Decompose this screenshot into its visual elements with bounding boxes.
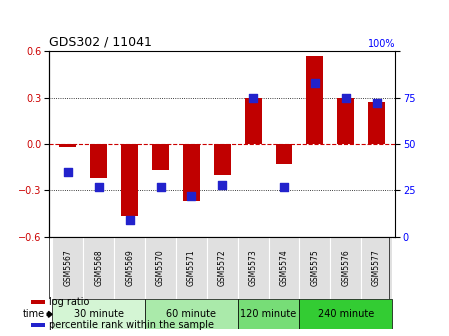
Bar	[183, 144, 200, 201]
FancyBboxPatch shape	[238, 299, 299, 329]
Text: GSM5570: GSM5570	[156, 250, 165, 286]
Text: 120 minute: 120 minute	[240, 309, 297, 319]
Text: GSM5571: GSM5571	[187, 250, 196, 286]
Bar	[59, 144, 76, 147]
Point	[342, 95, 349, 100]
Text: 100%: 100%	[368, 39, 395, 49]
Point	[95, 184, 102, 189]
FancyBboxPatch shape	[299, 237, 330, 299]
FancyBboxPatch shape	[361, 237, 392, 299]
Text: percentile rank within the sample: percentile rank within the sample	[49, 320, 214, 330]
Text: GSM5575: GSM5575	[310, 250, 319, 286]
Point	[188, 193, 195, 199]
Text: GSM5568: GSM5568	[94, 250, 103, 286]
Point	[280, 184, 287, 189]
Text: 60 minute: 60 minute	[167, 309, 216, 319]
Text: time: time	[23, 309, 45, 319]
Text: 240 minute: 240 minute	[317, 309, 374, 319]
FancyBboxPatch shape	[145, 299, 238, 329]
Bar	[276, 144, 292, 164]
FancyBboxPatch shape	[207, 237, 238, 299]
Text: GSM5576: GSM5576	[341, 250, 350, 286]
Bar	[337, 97, 354, 144]
Bar	[306, 56, 323, 144]
Text: GSM5572: GSM5572	[218, 250, 227, 286]
Point	[126, 217, 133, 222]
Point	[219, 182, 226, 187]
Bar	[90, 144, 107, 178]
Bar	[152, 144, 169, 170]
Text: 30 minute: 30 minute	[74, 309, 124, 319]
Text: GSM5569: GSM5569	[125, 250, 134, 286]
Point	[373, 100, 380, 106]
FancyBboxPatch shape	[176, 237, 207, 299]
FancyBboxPatch shape	[84, 237, 114, 299]
FancyBboxPatch shape	[145, 237, 176, 299]
Text: GSM5577: GSM5577	[372, 250, 381, 286]
Text: GSM5573: GSM5573	[249, 250, 258, 286]
Text: GSM5567: GSM5567	[63, 250, 72, 286]
FancyBboxPatch shape	[114, 237, 145, 299]
FancyBboxPatch shape	[299, 299, 392, 329]
Bar	[245, 97, 262, 144]
Text: log ratio: log ratio	[49, 297, 89, 307]
Bar	[31, 324, 45, 327]
Bar	[31, 300, 45, 304]
FancyBboxPatch shape	[269, 237, 299, 299]
FancyBboxPatch shape	[330, 237, 361, 299]
Bar	[214, 144, 231, 175]
Point	[311, 80, 318, 85]
FancyBboxPatch shape	[238, 237, 269, 299]
FancyBboxPatch shape	[53, 237, 84, 299]
Point	[250, 95, 257, 100]
Text: GDS302 / 11041: GDS302 / 11041	[49, 36, 152, 49]
Point	[157, 184, 164, 189]
FancyBboxPatch shape	[53, 299, 145, 329]
Point	[64, 169, 71, 174]
Bar	[121, 144, 138, 216]
Bar	[368, 102, 385, 144]
Text: GSM5574: GSM5574	[279, 250, 289, 286]
